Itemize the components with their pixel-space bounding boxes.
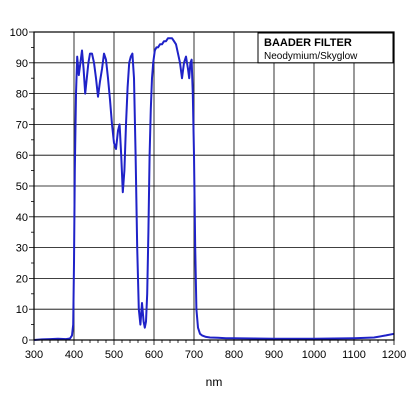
x-tick-label: 400 [65, 349, 83, 361]
y-tick-label: 80 [16, 89, 28, 101]
y-tick-label: 50 [16, 181, 28, 193]
y-tick-label: 10 [16, 304, 28, 316]
y-tick-label: 20 [16, 273, 28, 285]
x-tick-label: 300 [25, 349, 43, 361]
x-tick-label: 900 [265, 349, 283, 361]
x-tick-label: 500 [105, 349, 123, 361]
legend-subtitle: Neodymium/Skyglow [264, 51, 358, 62]
chart-ticks [29, 31, 395, 345]
legend-frame [257, 32, 394, 64]
y-tick-label: 70 [16, 119, 28, 131]
y-tick-label: 0 [22, 335, 28, 347]
y-tick-label: 100 [10, 27, 28, 39]
x-tick-label: 800 [225, 349, 243, 361]
plot-frame [33, 31, 395, 341]
chart-tick-labels: 300 400 500 600 700 800 900 1000 1100 1200 0 10 20 30… [10, 27, 407, 361]
x-tick-label: 1200 [382, 349, 406, 361]
y-tick-label: 90 [16, 58, 28, 70]
x-tick-label: 600 [145, 349, 163, 361]
y-tick-label: 30 [16, 243, 28, 255]
y-tick-label: 40 [16, 212, 28, 224]
series-line [33, 37, 395, 341]
x-axis-label: nm [206, 375, 223, 389]
x-tick-label: 700 [185, 349, 203, 361]
legend-title: BAADER FILTER [264, 37, 352, 49]
legend-box: BAADER FILTER Neodymium/Skyglow [257, 32, 394, 64]
chart-grid [34, 32, 394, 340]
x-tick-label: 1000 [302, 349, 326, 361]
x-tick-label: 1100 [342, 349, 366, 361]
y-tick-label: 60 [16, 150, 28, 162]
